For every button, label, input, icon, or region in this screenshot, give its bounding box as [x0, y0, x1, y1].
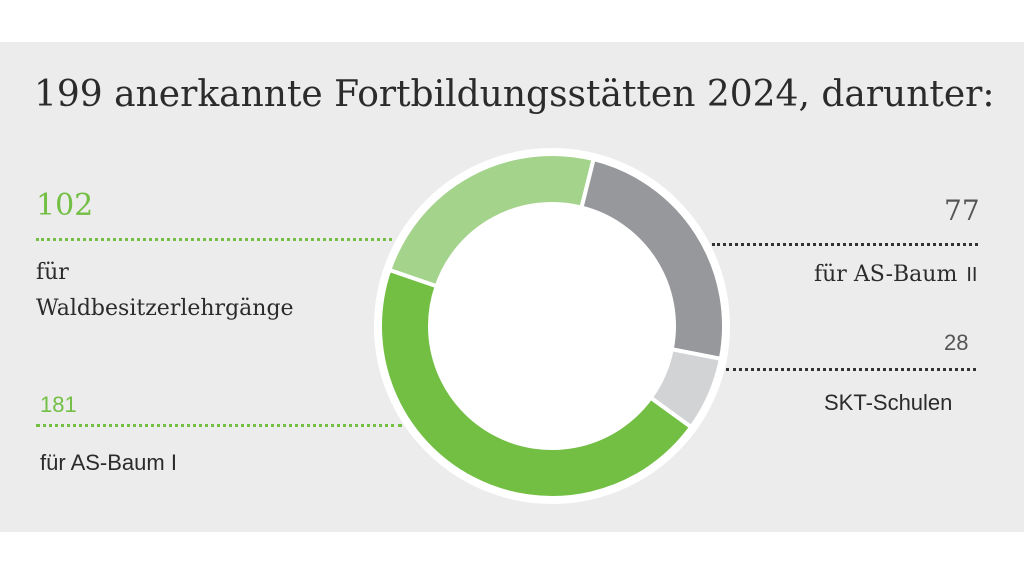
- donut-outer-ring: [374, 148, 730, 504]
- value-as-baum-2: 77: [944, 194, 980, 227]
- label-waldbesitzer-line1: für: [36, 260, 69, 285]
- value-as-baum-1: 181: [40, 392, 77, 417]
- chart-title: 199 anerkannte Fortbildungsstätten 2024,…: [34, 74, 995, 115]
- label-as-baum-2: für AS-Baum II: [814, 262, 977, 287]
- leader-as-baum-2: [712, 243, 978, 246]
- label-skt-schulen: SKT-Schulen: [824, 390, 953, 415]
- label-waldbesitzer-line2: Waldbesitzerlehrgänge: [36, 296, 294, 321]
- leader-as-baum-1: [36, 424, 402, 427]
- label-as-baum-2-text: für AS-Baum: [814, 262, 958, 287]
- leader-waldbesitzer: [36, 238, 392, 241]
- donut-hole: [431, 205, 673, 447]
- leader-skt-schulen: [726, 368, 976, 371]
- donut-segment-as-baum-1: [378, 267, 694, 500]
- label-as-baum-1: für AS-Baum I: [40, 450, 177, 475]
- label-as-baum-2-numeral: II: [966, 264, 978, 286]
- value-skt-schulen: 28: [944, 330, 969, 355]
- value-waldbesitzer: 102: [36, 188, 94, 223]
